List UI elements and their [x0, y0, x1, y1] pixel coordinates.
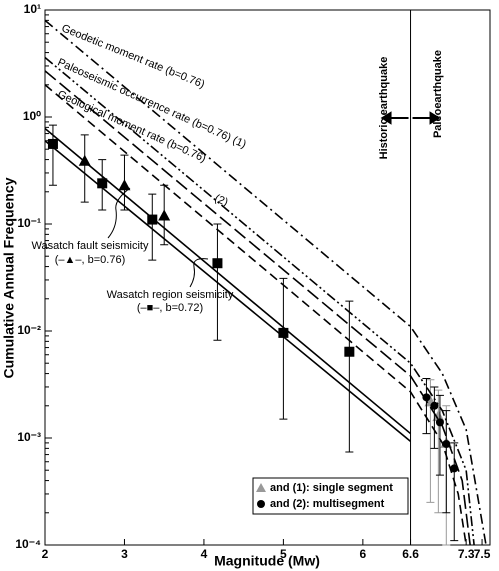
- series-line: [44, 56, 475, 546]
- leader: [107, 187, 131, 239]
- legend-box: [252, 477, 409, 515]
- series-line: [44, 127, 412, 435]
- square-marker: [344, 346, 355, 357]
- y-axis-title: Cumulative Annual Frequency: [1, 177, 17, 378]
- annotation: (–▲–, b=0.76): [55, 254, 126, 266]
- series-line: [44, 19, 487, 546]
- annotation: Wasatch region seismicity: [107, 289, 234, 301]
- y-tick-label: 10¹: [24, 2, 41, 16]
- triangle-marker: [78, 154, 91, 166]
- x-tick-label: 5: [280, 547, 287, 561]
- square-marker: [278, 327, 289, 338]
- triangle-marker: [432, 410, 445, 422]
- error-bar: [345, 300, 354, 453]
- annotation: Wasatch fault seismicity: [32, 240, 149, 252]
- series-line: [44, 70, 471, 546]
- triangle-marker: [158, 209, 171, 221]
- legend-label: and (1): single segment: [270, 482, 393, 494]
- y-tick-label: 10⁰: [23, 109, 41, 123]
- x-tick-label: 6: [360, 547, 367, 561]
- x-tick-label: 3: [121, 547, 128, 561]
- x-tick-label: 6.6: [402, 547, 419, 561]
- square-marker: [147, 214, 158, 225]
- square-marker: [47, 138, 58, 149]
- arrow: [412, 111, 441, 125]
- annotation: Historic earthquake: [378, 57, 390, 160]
- error-bar: [48, 124, 57, 186]
- error-bar: [442, 410, 451, 514]
- error-bar: [422, 377, 431, 435]
- legend-label: and (2): multisegment: [270, 498, 385, 510]
- circle-marker: [430, 401, 439, 410]
- square-marker: [97, 178, 108, 189]
- annotation: Paleoearthquake: [432, 50, 444, 138]
- error-bar: [279, 277, 288, 420]
- y-tick-label: 10⁻²: [17, 323, 41, 337]
- triangle-marker: [118, 179, 131, 191]
- circle-marker: [422, 393, 431, 402]
- x-tick-label: 4: [201, 547, 208, 561]
- arrow: [380, 111, 409, 125]
- annotation: (–■–, b=0.72): [137, 302, 203, 314]
- legend-marker: [256, 483, 266, 492]
- annotation: (2): [213, 192, 230, 208]
- error-bar: [148, 193, 157, 261]
- x-tick-label: 2: [42, 547, 49, 561]
- plot-frame: [44, 9, 491, 546]
- x-tick-label: 7.3: [458, 547, 475, 561]
- annotation: Geodetic moment rate (b=0.76): [60, 22, 207, 91]
- legend-marker: [257, 500, 265, 508]
- x-axis-title: Magnitude (Mw): [214, 553, 320, 569]
- square-marker: [212, 258, 223, 269]
- y-tick-label: 10⁻³: [17, 430, 41, 444]
- series-line: [44, 140, 412, 442]
- x-tick-label: 7.5: [474, 547, 491, 561]
- y-tick-label: 10⁻⁴: [15, 537, 41, 551]
- error-bar: [435, 394, 444, 476]
- leader: [189, 258, 209, 288]
- error-bar: [80, 134, 89, 203]
- error-bar: [430, 386, 439, 449]
- y-tick-label: 10⁻¹: [17, 216, 41, 230]
- series-line: [44, 84, 467, 546]
